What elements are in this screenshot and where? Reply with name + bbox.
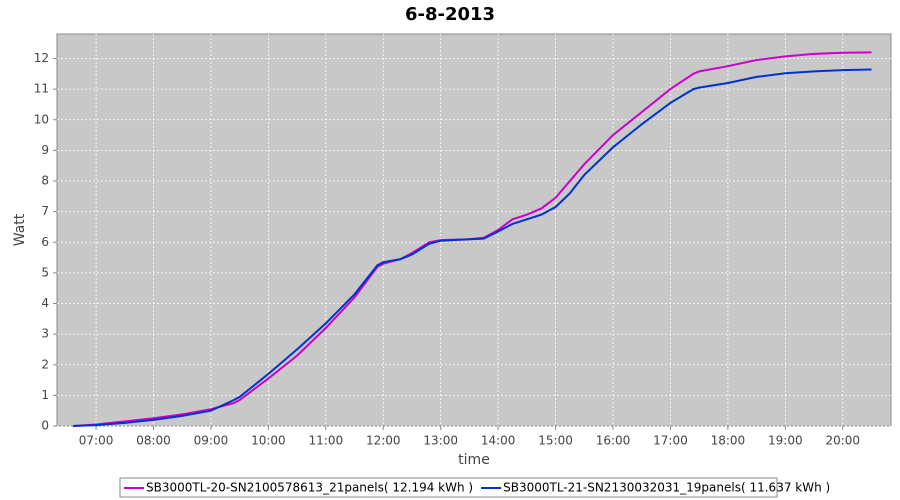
y-tick-label: 4 — [41, 296, 49, 310]
y-tick-label: 5 — [41, 265, 49, 279]
legend-label: SB3000TL-21-SN2130032031_19panels( 11.63… — [503, 481, 830, 495]
plot-area — [56, 33, 892, 427]
y-tick-label: 6 — [41, 235, 49, 249]
x-tick-label: 14:00 — [481, 434, 516, 448]
y-tick-label: 11 — [34, 82, 49, 96]
series-line — [73, 68, 872, 427]
y-tick-label: 0 — [41, 419, 49, 433]
x-tick-label: 16:00 — [596, 434, 631, 448]
x-tick-label: 18:00 — [711, 434, 746, 448]
legend — [119, 477, 778, 498]
y-axis-label: Watt — [12, 213, 28, 246]
x-tick-label: 13:00 — [423, 434, 458, 448]
x-tick-label: 20:00 — [825, 434, 860, 448]
y-tick-label: 9 — [41, 143, 49, 157]
legend-label: SB3000TL-20-SN2100578613_21panels( 12.19… — [146, 481, 473, 495]
x-tick-label: 19:00 — [768, 434, 803, 448]
x-tick-label: 15:00 — [538, 434, 573, 448]
y-tick-label: 7 — [41, 204, 49, 218]
y-tick-label: 1 — [41, 388, 49, 402]
chart-title: 6-8-2013 — [405, 4, 495, 25]
y-tick-label: 10 — [34, 112, 49, 126]
y-tick-label: 2 — [41, 357, 49, 371]
x-tick-label: 11:00 — [309, 434, 344, 448]
x-tick-label: 07:00 — [79, 434, 114, 448]
x-tick-label: 08:00 — [136, 434, 171, 448]
y-tick-label: 12 — [34, 51, 49, 65]
x-tick-label: 17:00 — [653, 434, 688, 448]
x-tick-label: 09:00 — [194, 434, 229, 448]
x-axis-label: time — [458, 452, 490, 468]
x-tick-label: 10:00 — [251, 434, 286, 448]
y-tick-label: 8 — [41, 174, 49, 188]
y-tick-label: 3 — [41, 327, 49, 341]
x-tick-label: 12:00 — [366, 434, 401, 448]
